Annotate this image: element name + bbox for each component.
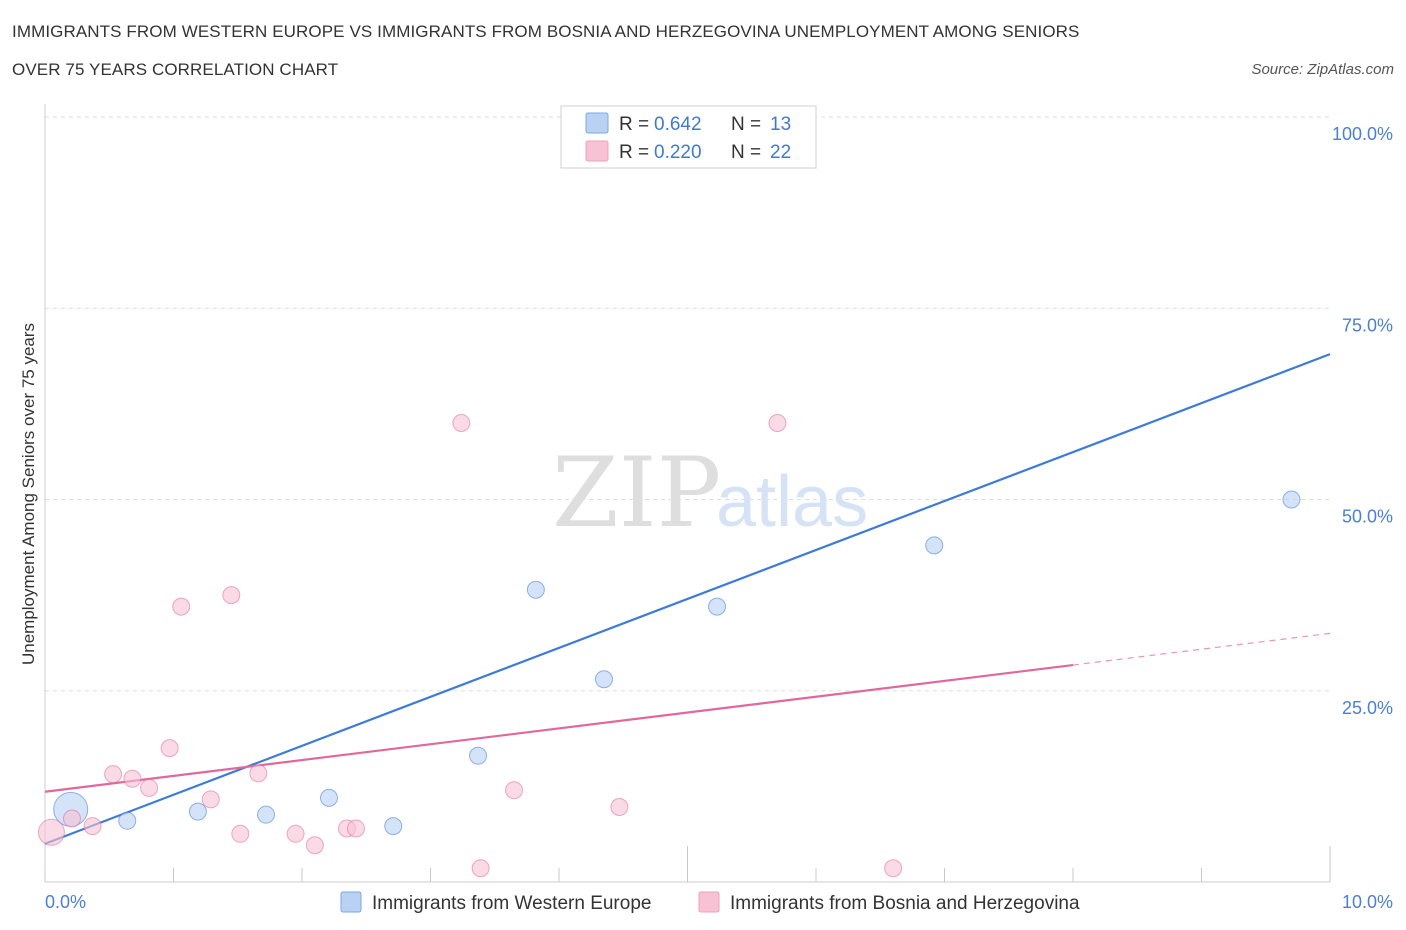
correlation-legend: R = 0.642 N = 13 R = 0.220 N = 22 <box>560 105 817 169</box>
point-blue <box>257 805 276 824</box>
data-points <box>37 108 1301 878</box>
point-blue <box>594 670 613 689</box>
point-pink <box>505 781 524 800</box>
chart-title-line-1: IMMIGRANTS FROM WESTERN EUROPE VS IMMIGR… <box>12 22 1080 41</box>
trend-line-pink <box>44 663 1074 793</box>
point-pink <box>610 798 629 817</box>
legend-swatch-pink <box>585 140 609 162</box>
axes <box>44 104 1331 883</box>
point-blue <box>469 746 488 765</box>
point-blue <box>708 597 727 616</box>
grid-lines <box>45 116 1330 692</box>
point-blue <box>188 802 207 821</box>
point-pink <box>201 790 220 809</box>
point-pink <box>346 819 365 838</box>
legend-n-value-pink: 22 <box>770 142 791 163</box>
series-legend: Immigrants from Western Europe Immigrant… <box>340 891 1080 914</box>
source-credit: Source: ZipAtlas.com <box>1251 61 1394 78</box>
legend-r-value-pink: 0.220 <box>654 142 702 163</box>
point-pink <box>140 778 159 797</box>
watermark-atlas: atlas <box>716 462 868 542</box>
legend-r-value-blue: 0.642 <box>654 114 702 135</box>
series-legend-swatch-pink <box>698 891 720 913</box>
point-pink <box>37 818 65 846</box>
legend-n-label-blue: N = <box>731 114 761 135</box>
trend-lines <box>44 353 1331 845</box>
series-legend-swatch-blue <box>340 891 362 913</box>
trend-line-blue <box>44 353 1331 845</box>
point-pink <box>884 859 903 878</box>
x-tick-label-min: 0.0% <box>45 892 86 912</box>
series-legend-label-pink: Immigrants from Bosnia and Herzegovina <box>730 893 1080 914</box>
point-pink <box>471 859 490 878</box>
y-tick-labels: 25.0% 50.0% 75.0% 100.0% <box>1332 124 1393 718</box>
point-pink <box>222 586 241 605</box>
point-blue <box>384 817 403 836</box>
point-blue <box>1282 490 1301 509</box>
x-tick-labels: 0.0% 10.0% <box>45 892 1393 912</box>
point-blue <box>319 788 338 807</box>
y-axis-label: Unemployment Among Seniors over 75 years <box>19 323 38 665</box>
legend-n-value-blue: 13 <box>770 114 791 135</box>
legend-r-label-pink: R = <box>619 142 649 163</box>
point-pink <box>83 817 102 836</box>
point-pink <box>231 824 250 843</box>
point-pink <box>305 836 324 855</box>
y-tick-label-75: 75.0% <box>1342 315 1393 335</box>
point-blue <box>118 811 137 830</box>
chart-title-line-2: OVER 75 YEARS CORRELATION CHART <box>12 60 339 79</box>
point-pink <box>123 769 142 788</box>
point-pink <box>452 414 471 432</box>
point-pink <box>768 414 787 432</box>
point-pink <box>286 824 305 843</box>
point-pink <box>172 597 191 616</box>
point-pink <box>62 809 81 828</box>
x-tick-label-max: 10.0% <box>1342 892 1393 912</box>
y-tick-label-25: 25.0% <box>1342 698 1393 718</box>
trend-line-extension-pink <box>1072 632 1331 666</box>
y-tick-label-50: 50.0% <box>1342 507 1393 527</box>
point-blue <box>526 580 545 599</box>
watermark: ZIP atlas <box>552 437 868 549</box>
series-legend-label-blue: Immigrants from Western Europe <box>372 893 651 914</box>
point-pink <box>249 764 268 783</box>
point-pink <box>160 739 179 758</box>
y-tick-label-100: 100.0% <box>1332 124 1393 144</box>
watermark-zip: ZIP <box>552 437 721 549</box>
legend-n-label-pink: N = <box>731 142 761 163</box>
point-pink <box>104 765 123 784</box>
legend-r-label-blue: R = <box>619 114 649 135</box>
point-blue <box>925 536 944 555</box>
legend-swatch-blue <box>585 112 609 134</box>
